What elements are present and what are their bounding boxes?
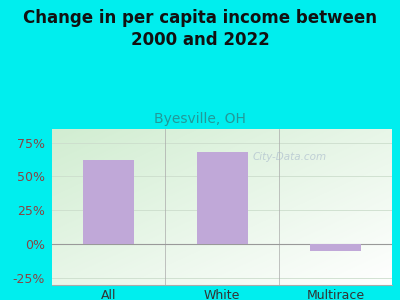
Text: Change in per capita income between
2000 and 2022: Change in per capita income between 2000… bbox=[23, 9, 377, 49]
Bar bbox=[83, 160, 134, 244]
Bar bbox=[196, 152, 248, 244]
Bar bbox=[310, 244, 361, 251]
Text: City-Data.com: City-Data.com bbox=[253, 152, 327, 162]
Text: Byesville, OH: Byesville, OH bbox=[154, 112, 246, 127]
